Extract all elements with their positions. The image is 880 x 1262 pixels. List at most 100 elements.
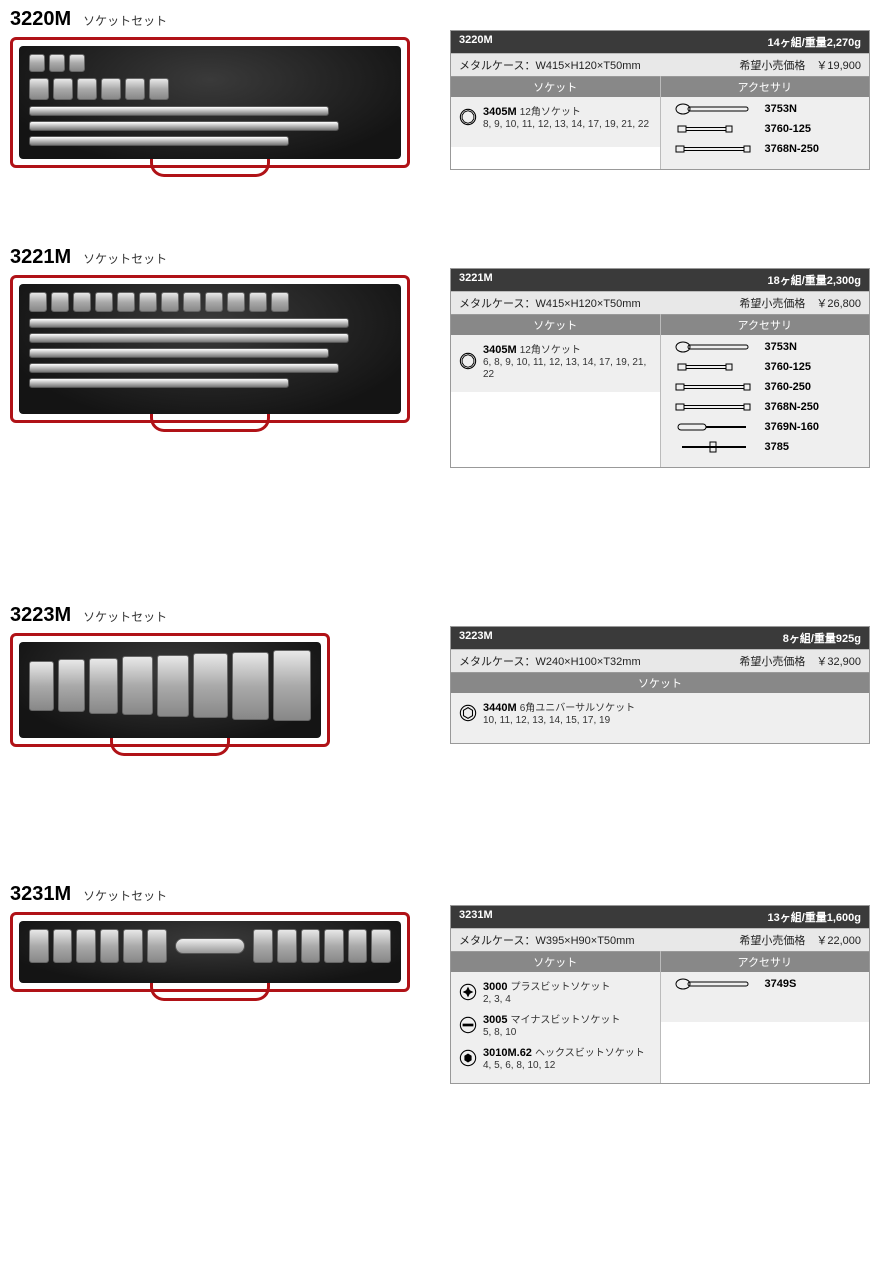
socket-sizes: 6, 8, 9, 10, 11, 12, 13, 14, 17, 19, 21,… <box>483 357 646 380</box>
model-number: 3220M <box>10 8 71 31</box>
accessory-item: 3753N <box>669 341 862 353</box>
socket-name: 3000 <box>483 981 507 993</box>
socket-col-header: ソケット <box>451 951 660 972</box>
accessory-item: 3749S <box>669 978 862 990</box>
socket-type-icon <box>459 983 477 1001</box>
accessory-col-header: アクセサリ <box>661 951 870 972</box>
accessory-icon <box>669 421 759 433</box>
accessory-icon <box>669 978 759 990</box>
socket-sizes: 5, 8, 10 <box>483 1027 516 1038</box>
product-case <box>10 912 410 992</box>
accessory-col-header: アクセサリ <box>661 76 870 97</box>
accessory-icon <box>669 401 759 413</box>
spec-case-dims: メタルケース：W240×H100×T32mm <box>459 653 641 669</box>
spec-model: 3223M <box>459 630 493 646</box>
spec-case-dims: メタルケース：W415×H120×T50mm <box>459 57 641 73</box>
spec-price: 希望小売価格 ￥26,800 <box>739 295 861 311</box>
accessory-col-header: アクセサリ <box>661 314 870 335</box>
product-block: 3223M ソケットセット 3223M 8ヶ組/重量925g メタルケース：W2… <box>0 596 880 755</box>
accessory-item: 3768N-250 <box>669 401 862 413</box>
spec-price: 希望小売価格 ￥32,900 <box>739 653 861 669</box>
socket-name: 3010M.62 <box>483 1047 532 1059</box>
product-case <box>10 37 410 168</box>
product-subtitle: ソケットセット <box>83 608 167 625</box>
spec-table: 3221M 18ヶ組/重量2,300g メタルケース：W415×H120×T50… <box>450 268 870 468</box>
accessory-code: 3760-125 <box>765 361 855 373</box>
accessory-item: 3769N-160 <box>669 421 862 433</box>
accessory-icon <box>669 143 759 155</box>
accessory-icon <box>669 361 759 373</box>
socket-type-icon <box>459 108 477 126</box>
socket-desc: 6角ユニバーサルソケット <box>520 703 635 714</box>
accessory-item: 3785 <box>669 441 862 453</box>
socket-item: 3005 マイナスビットソケット 5, 8, 10 <box>459 1011 652 1038</box>
accessory-icon <box>669 381 759 393</box>
accessory-item: 3753N <box>669 103 862 115</box>
accessory-code: 3760-250 <box>765 381 855 393</box>
spec-price: 希望小売価格 ￥19,900 <box>739 57 861 73</box>
spec-model: 3231M <box>459 909 493 925</box>
product-block: 3220M ソケットセット 3220M 14ヶ組/重量2,270g メタルケース… <box>0 0 880 178</box>
socket-desc: 12角ソケット <box>520 345 581 356</box>
model-number: 3221M <box>10 246 71 269</box>
product-case <box>10 633 330 747</box>
model-number: 3223M <box>10 604 71 627</box>
model-number: 3231M <box>10 883 71 906</box>
product-subtitle: ソケットセット <box>83 250 167 267</box>
socket-sizes: 8, 9, 10, 11, 12, 13, 14, 17, 19, 21, 22 <box>483 119 649 130</box>
socket-col-header: ソケット <box>451 672 869 693</box>
accessory-code: 3768N-250 <box>765 401 855 413</box>
socket-sizes: 10, 11, 12, 13, 14, 15, 17, 19 <box>483 715 610 726</box>
spec-case-dims: メタルケース：W395×H90×T50mm <box>459 932 635 948</box>
spec-table: 3220M 14ヶ組/重量2,270g メタルケース：W415×H120×T50… <box>450 30 870 170</box>
socket-item: 3010M.62 ヘックスビットソケット 4, 5, 6, 8, 10, 12 <box>459 1044 652 1071</box>
socket-name: 3405M <box>483 344 517 356</box>
product-block: 3231M ソケットセット 3231M 13ヶ組/重量1,600g メタルケース… <box>0 875 880 1092</box>
accessory-item: 3760-125 <box>669 123 862 135</box>
spec-price: 希望小売価格 ￥22,000 <box>739 932 861 948</box>
accessory-code: 3785 <box>765 441 855 453</box>
accessory-code: 3753N <box>765 103 855 115</box>
spec-table: 3223M 8ヶ組/重量925g メタルケース：W240×H100×T32mm … <box>450 626 870 744</box>
accessory-code: 3769N-160 <box>765 421 855 433</box>
accessory-item: 3768N-250 <box>669 143 862 155</box>
socket-name: 3005 <box>483 1014 507 1026</box>
spec-pieces-weight: 8ヶ組/重量925g <box>783 630 861 646</box>
socket-item: 3000 プラスビットソケット 2, 3, 4 <box>459 978 652 1005</box>
accessory-icon <box>669 103 759 115</box>
socket-type-icon <box>459 1016 477 1034</box>
socket-sizes: 4, 5, 6, 8, 10, 12 <box>483 1060 555 1071</box>
spec-model: 3220M <box>459 34 493 50</box>
accessory-icon <box>669 441 759 453</box>
socket-type-icon <box>459 352 477 370</box>
socket-item: 3440M 6角ユニバーサルソケット 10, 11, 12, 13, 14, 1… <box>459 699 861 726</box>
spec-pieces-weight: 13ヶ組/重量1,600g <box>767 909 861 925</box>
accessory-code: 3768N-250 <box>765 143 855 155</box>
spec-case-dims: メタルケース：W415×H120×T50mm <box>459 295 641 311</box>
socket-desc: ヘックスビットソケット <box>535 1048 645 1059</box>
socket-name: 3405M <box>483 106 517 118</box>
product-block: 3221M ソケットセット 3221M 18ヶ組/重量2,300g メタルケース… <box>0 238 880 476</box>
socket-col-header: ソケット <box>451 314 660 335</box>
socket-type-icon <box>459 1049 477 1067</box>
accessory-item: 3760-250 <box>669 381 862 393</box>
accessory-item: 3760-125 <box>669 361 862 373</box>
spec-table: 3231M 13ヶ組/重量1,600g メタルケース：W395×H90×T50m… <box>450 905 870 1084</box>
product-case <box>10 275 410 423</box>
socket-sizes: 2, 3, 4 <box>483 994 511 1005</box>
socket-item: 3405M 12角ソケット 8, 9, 10, 11, 12, 13, 14, … <box>459 103 652 130</box>
product-subtitle: ソケットセット <box>83 12 167 29</box>
accessory-code: 3753N <box>765 341 855 353</box>
accessory-icon <box>669 341 759 353</box>
accessory-code: 3760-125 <box>765 123 855 135</box>
socket-type-icon <box>459 704 477 722</box>
socket-desc: 12角ソケット <box>520 107 581 118</box>
socket-desc: プラスビットソケット <box>511 982 611 993</box>
product-subtitle: ソケットセット <box>83 887 167 904</box>
spec-model: 3221M <box>459 272 493 288</box>
accessory-icon <box>669 123 759 135</box>
socket-desc: マイナスビットソケット <box>511 1015 621 1026</box>
spec-pieces-weight: 18ヶ組/重量2,300g <box>767 272 861 288</box>
spec-pieces-weight: 14ヶ組/重量2,270g <box>767 34 861 50</box>
socket-col-header: ソケット <box>451 76 660 97</box>
